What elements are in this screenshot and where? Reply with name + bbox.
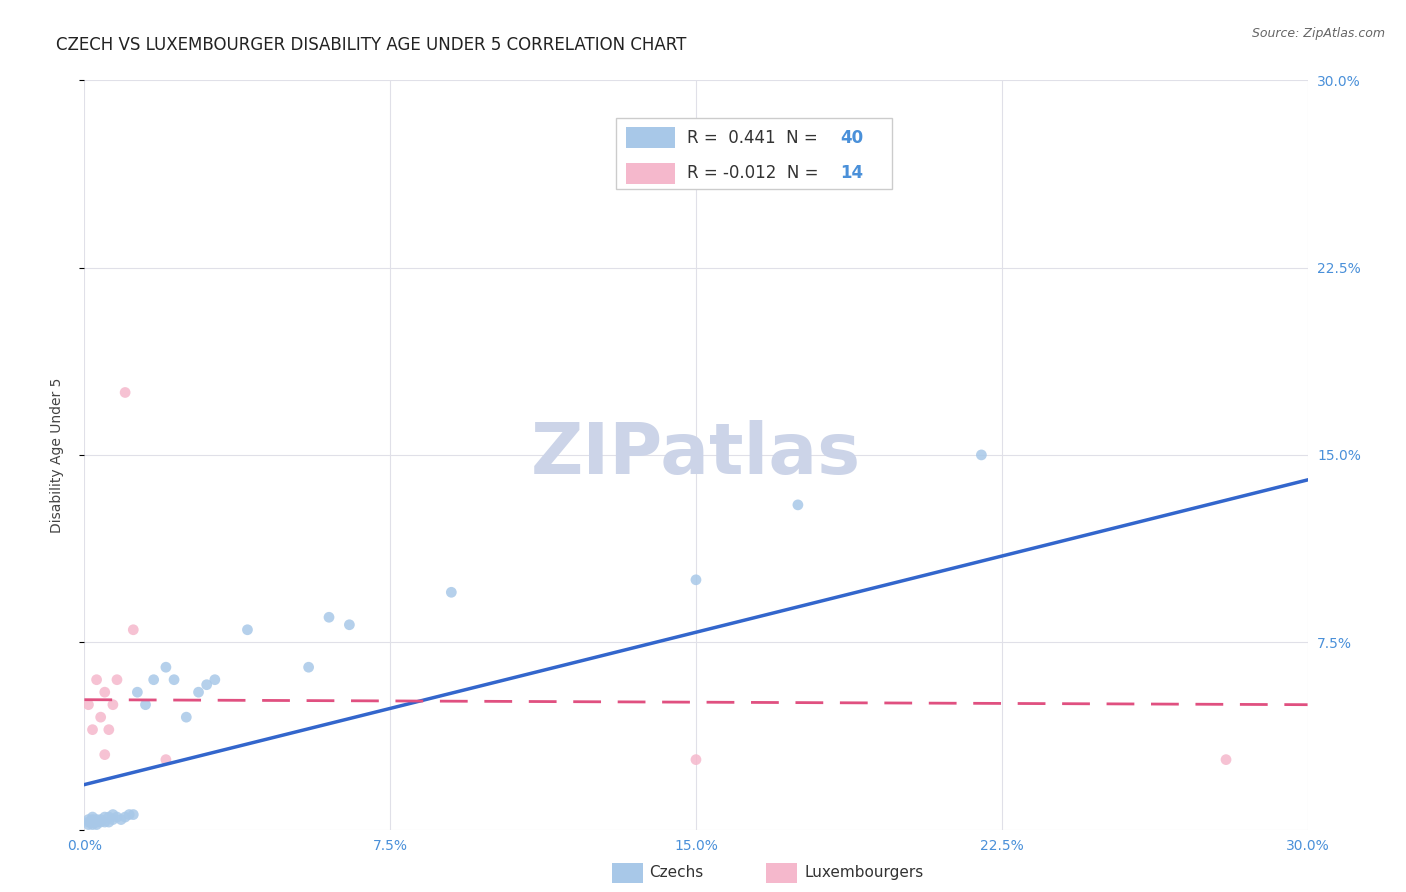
Point (114, 810, 136, 824)
Point (298, 660, 321, 674)
Point (204, 673, 226, 687)
Point (685, 753, 707, 767)
Point (187, 685, 209, 699)
Point (135, 698, 157, 712)
Point (82, 813, 104, 827)
Text: 40: 40 (841, 128, 863, 146)
Point (97, 815, 120, 830)
Point (122, 807, 145, 822)
Point (142, 673, 165, 687)
Text: R =  0.441  N =: R = 0.441 N = (688, 128, 824, 146)
Point (77, 817, 100, 831)
Point (93, 685, 115, 699)
Point (163, 673, 186, 687)
Point (174, 710, 197, 724)
Y-axis label: Disability Age Under 5: Disability Age Under 5 (49, 377, 63, 533)
FancyBboxPatch shape (626, 128, 675, 148)
Point (90, 710, 112, 724)
Point (101, 807, 124, 822)
Point (86, 817, 108, 831)
Point (97, 723, 120, 737)
Point (155, 753, 177, 767)
Point (93, 810, 115, 824)
Point (101, 698, 124, 712)
Point (118, 807, 141, 822)
Text: Luxembourgers: Luxembourgers (804, 865, 924, 880)
Point (114, 385, 136, 400)
Point (122, 623, 145, 637)
Point (101, 813, 124, 827)
Text: 14: 14 (841, 164, 863, 182)
Point (93, 815, 115, 830)
Point (318, 610, 340, 624)
Point (93, 747, 115, 762)
Point (1215, 753, 1237, 767)
Point (86, 673, 108, 687)
Point (77, 698, 100, 712)
Point (97, 810, 120, 824)
Point (90, 813, 112, 827)
Text: CZECH VS LUXEMBOURGER DISABILITY AGE UNDER 5 CORRELATION CHART: CZECH VS LUXEMBOURGER DISABILITY AGE UND… (56, 36, 686, 54)
Point (155, 660, 177, 674)
Point (110, 813, 132, 827)
Point (339, 617, 361, 632)
FancyBboxPatch shape (616, 118, 891, 189)
Text: Czechs: Czechs (650, 865, 704, 880)
Point (82, 810, 104, 824)
Point (787, 498, 810, 512)
Point (970, 448, 993, 462)
Text: Source: ZipAtlas.com: Source: ZipAtlas.com (1251, 27, 1385, 40)
FancyBboxPatch shape (626, 162, 675, 184)
Point (82, 817, 104, 831)
Point (77, 815, 100, 830)
Text: ZIPatlas: ZIPatlas (531, 420, 860, 490)
Point (105, 673, 128, 687)
Point (105, 810, 128, 824)
Point (127, 685, 149, 699)
Point (86, 815, 108, 830)
Text: R = -0.012  N =: R = -0.012 N = (688, 164, 824, 182)
Point (90, 815, 112, 830)
Point (82, 723, 104, 737)
Point (236, 623, 259, 637)
Point (82, 815, 104, 830)
Point (77, 813, 100, 827)
Point (685, 573, 707, 587)
Point (86, 813, 108, 827)
Point (440, 585, 463, 599)
Point (195, 678, 218, 692)
